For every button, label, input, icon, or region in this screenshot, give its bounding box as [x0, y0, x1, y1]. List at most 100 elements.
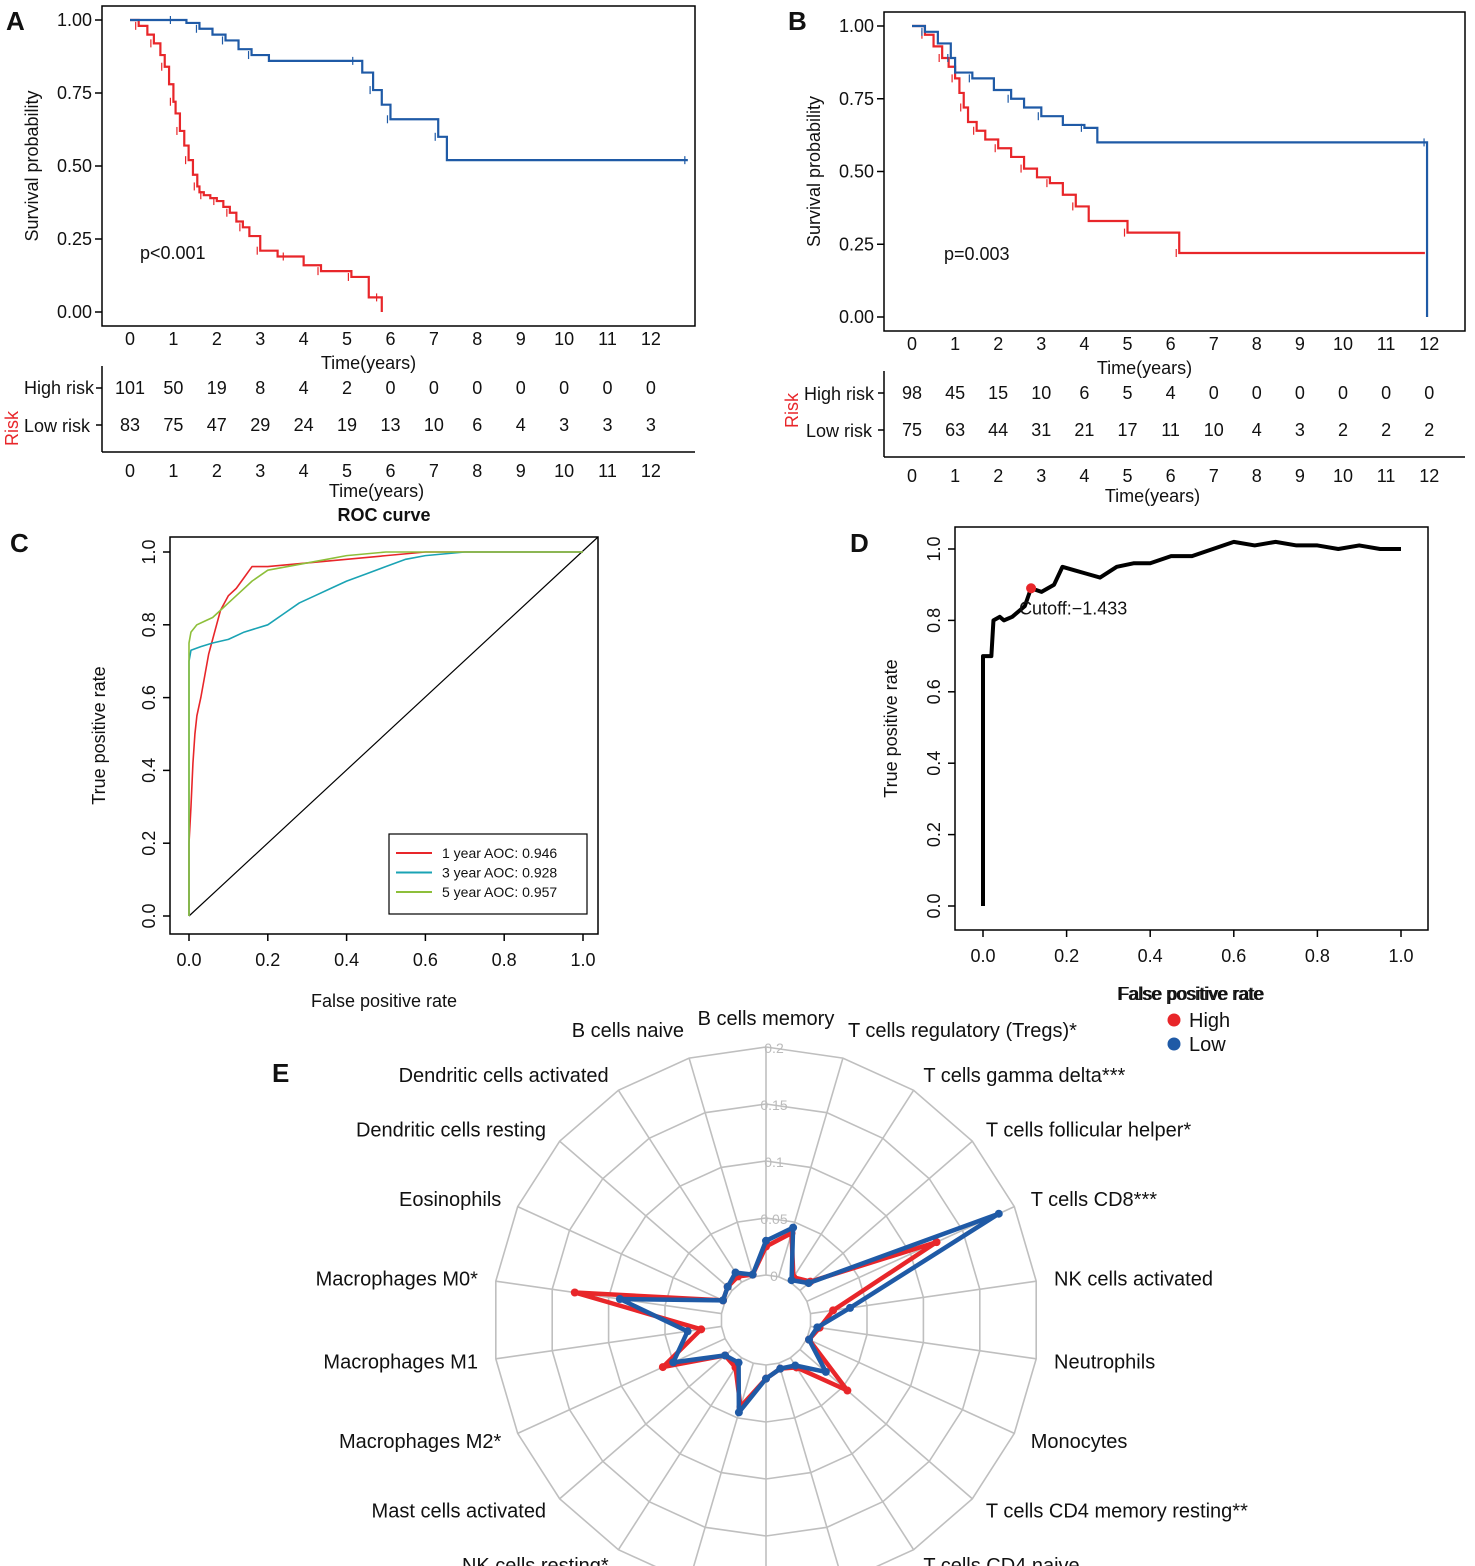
panel-b-table-xtick-label: 5 [1122, 466, 1132, 486]
panel-b-low-count: 4 [1252, 420, 1262, 440]
panel-b-table-xtick-label: 7 [1209, 466, 1219, 486]
panel-b-xlabel: Time(years) [1097, 358, 1192, 378]
panel-b-ytick-label-4: 1.00 [839, 16, 874, 36]
panel-b-series-high [912, 24, 1425, 255]
panel-a-xtick-label-0: 0 [125, 329, 135, 349]
panel-a-high-risk-label: High risk [24, 378, 95, 398]
panel-c-diagonal [188, 536, 599, 917]
panel-d-xtick-label-0: 0.0 [970, 946, 995, 966]
panel-e-point-high [843, 1386, 852, 1395]
panel-e-category-label-4: T cells CD8*** [1031, 1189, 1158, 1211]
panel-b-xtick-label-4: 4 [1079, 334, 1089, 354]
panel-e-category-label-21: B cells naive [572, 1020, 684, 1042]
panel-e-point-high [932, 1238, 941, 1247]
panel-e-point-high [570, 1288, 579, 1297]
panel-b-low-count: 44 [988, 420, 1008, 440]
panel-b-low-count: 17 [1117, 420, 1137, 440]
panel-a-low-count: 83 [120, 415, 140, 435]
panel-e-point-low [669, 1358, 678, 1367]
panel-b-high-count: 0 [1252, 383, 1262, 403]
panel-c-legend-label-1: 3 year AOC: 0.928 [442, 865, 557, 881]
panel-c-series-2 [188, 551, 583, 916]
panel-label-b: B [788, 6, 807, 36]
panel-c-ytick-label-5: 1.0 [139, 539, 159, 564]
panel-a-high-count: 2 [342, 378, 352, 398]
panel-b-km-plot: p=0.003 0.000.250.500.751.000 1 2 3 4 5 6 7 8 9 10… [804, 11, 1466, 378]
panel-d-xtick-label-3: 0.6 [1221, 946, 1246, 966]
panel-d-ytick-label-2: 0.4 [924, 751, 944, 776]
panel-b-high-count: 98 [902, 383, 922, 403]
panel-b-xtick-label-12: 12 [1419, 334, 1439, 354]
panel-e-category-label-18: Eosinophils [399, 1189, 501, 1211]
panel-a-high-count: 0 [603, 378, 613, 398]
panel-b-table-xtick-label: 12 [1419, 466, 1439, 486]
panel-a-table-xtick-label: 0 [125, 461, 135, 481]
panel-c-ytick-label-3: 0.6 [139, 685, 159, 710]
panel-b-high-count: 45 [945, 383, 965, 403]
panel-label-c: C [10, 528, 29, 558]
panel-e-category-label-14: Mast cells activated [372, 1501, 547, 1523]
panel-a-xtick-label-3: 3 [255, 329, 265, 349]
panel-a-ytick-label-0: 0.00 [57, 302, 92, 322]
panel-a-low-count: 3 [559, 415, 569, 435]
panel-e-point-high [829, 1306, 838, 1315]
panel-d-ytick-label-4: 0.8 [924, 608, 944, 633]
panel-b-high-count: 4 [1166, 383, 1176, 403]
panel-b-xtick-label-2: 2 [993, 334, 1003, 354]
panel-label-e: E [272, 1058, 289, 1088]
panel-a-table-xtick-label: 12 [641, 461, 661, 481]
panel-d-plot-frame [954, 526, 1429, 931]
panel-e-spoke [517, 1337, 726, 1435]
panel-b-low-count: 10 [1204, 420, 1224, 440]
panel-a-xtick-label-10: 10 [554, 329, 574, 349]
panel-b-low-count: 75 [902, 420, 922, 440]
panel-a-low-count: 10 [424, 415, 444, 435]
panel-b-high-count: 0 [1424, 383, 1434, 403]
panel-c-ytick-label-0: 0.0 [139, 903, 159, 928]
panel-c-xtick-label-3: 0.6 [413, 950, 438, 970]
panel-c-legend-label-2: 5 year AOC: 0.957 [442, 884, 557, 900]
panel-b-table-xtick-label: 11 [1377, 466, 1396, 486]
panel-d-series-0 [981, 539, 1401, 906]
panel-b-high-count: 0 [1295, 383, 1305, 403]
panel-e-category-label-0: B cells memory [698, 1008, 835, 1030]
panel-a-xtick-label-6: 6 [385, 329, 395, 349]
panel-a-low-count: 6 [472, 415, 482, 435]
panel-b-table-xtick-label: 4 [1079, 466, 1089, 486]
panel-e-spoke [810, 1325, 1037, 1360]
panel-a-table-xtick-label: 8 [472, 461, 482, 481]
panel-a-high-count: 0 [429, 378, 439, 398]
panel-e-spoke [559, 1140, 733, 1292]
panel-b-low-count: 63 [945, 420, 965, 440]
panel-a-ylabel: Survival probability [22, 90, 42, 241]
panel-e-category-label-7: Monocytes [1031, 1431, 1128, 1453]
panel-e-legend-title: False positive rate [1117, 984, 1263, 1004]
panel-a-table-xtick-label: 3 [255, 461, 265, 481]
panel-a-xtick-label-11: 11 [598, 329, 617, 349]
panel-a-high-count: 8 [255, 378, 265, 398]
panel-e-point-low [804, 1279, 813, 1288]
panel-e-point-low [762, 1374, 770, 1383]
panel-c-xtick-label-1: 0.2 [255, 950, 280, 970]
panel-e-spoke [777, 1362, 840, 1566]
panel-d-ytick-label-5: 1.0 [924, 536, 944, 561]
panel-e-legend-label-1: Low [1189, 1034, 1226, 1056]
panel-b-low-count: 2 [1338, 420, 1348, 440]
panel-a-high-count: 4 [299, 378, 309, 398]
panel-d-ytick-label-1: 0.2 [924, 822, 944, 847]
panel-e-point-low [994, 1209, 1003, 1218]
panel-a-table-xtick-label: 2 [212, 461, 222, 481]
panel-e-point-low [723, 1282, 732, 1291]
panel-e-rtick-label-3: 0.15 [760, 1097, 787, 1113]
panel-b-low-count: 31 [1031, 420, 1051, 440]
panel-b-series-low [912, 24, 1429, 317]
panel-b-high-count: 0 [1381, 383, 1391, 403]
panel-a-table-xtick-label: 5 [342, 461, 352, 481]
panel-e-category-label-9: T cells CD4 naive [923, 1555, 1079, 1566]
panel-a-high-count: 0 [385, 378, 395, 398]
panel-e-series-high [572, 1230, 939, 1410]
panel-a-low-count: 3 [646, 415, 656, 435]
panel-d-cutoff-label: Cutoff:−1.433 [1019, 598, 1127, 618]
panel-a-xtick-label-1: 1 [168, 329, 178, 349]
panel-e-point-low [776, 1364, 785, 1373]
